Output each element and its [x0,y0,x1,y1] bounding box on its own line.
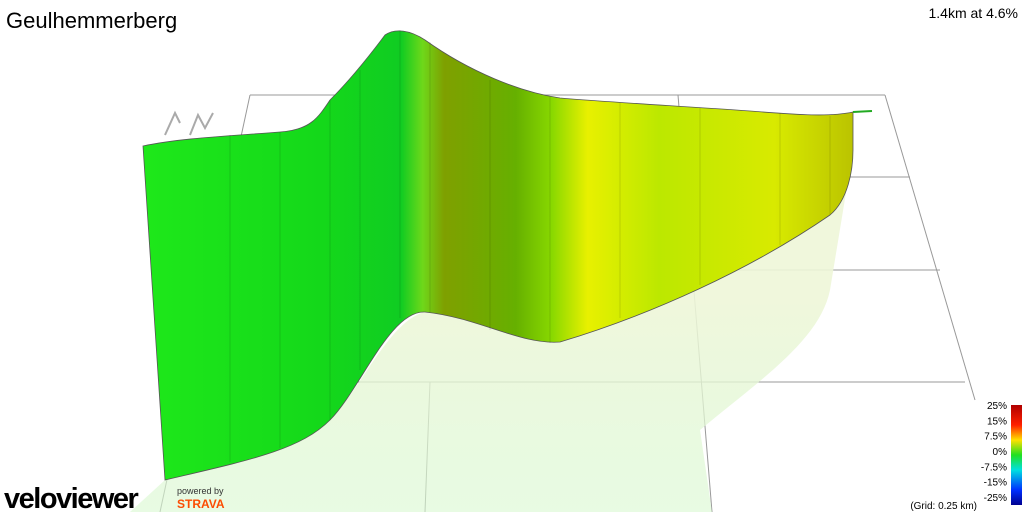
legend-tick-label: 15% [987,416,1007,427]
gradient-colorbar [1011,405,1022,505]
segment-lines [229,30,831,462]
partner-logo: STRAVA [177,497,225,511]
summary: 1.4km at 4.6% [929,5,1019,21]
powered-by: powered by [177,486,224,496]
legend-tick-label: -7.5% [981,462,1007,473]
legend-tick-label: 7.5% [984,432,1007,443]
title: Geulhemmerberg [6,8,177,33]
legend-tick-label: 0% [993,447,1008,458]
shadow [130,150,853,512]
elevation-wall [142,30,854,481]
logo: veloviewer [4,483,139,512]
route-end [852,110,873,113]
grid-note: (Grid: 0.25 km) [910,501,977,512]
legend-tick-label: -25% [984,493,1007,504]
legend: 25% 15% 7.5% 0% -7.5% -15% -25% [981,401,1007,504]
direction-arrows [164,110,214,136]
legend-tick-label: 25% [987,401,1007,412]
legend-tick-label: -15% [984,478,1007,489]
